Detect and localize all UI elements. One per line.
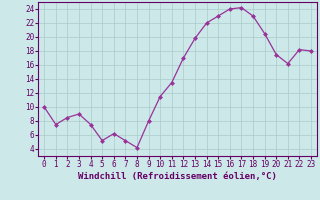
X-axis label: Windchill (Refroidissement éolien,°C): Windchill (Refroidissement éolien,°C) xyxy=(78,172,277,181)
